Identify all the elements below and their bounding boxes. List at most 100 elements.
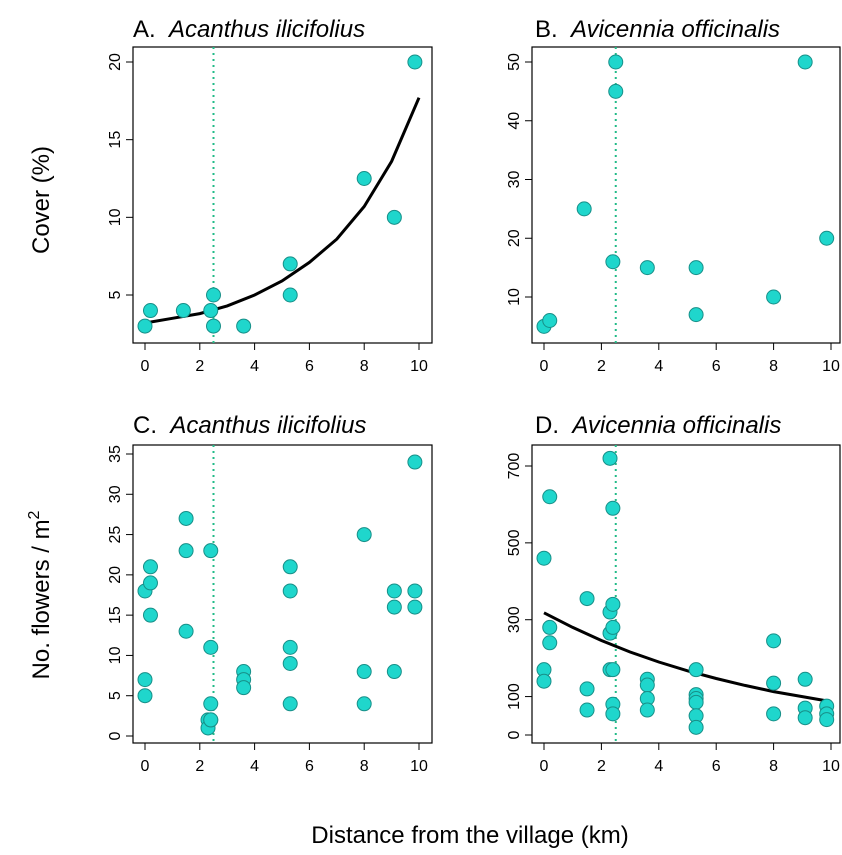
x-tick-label: 8: [769, 358, 778, 375]
x-tick-label: 2: [195, 758, 204, 775]
y-tick-label: 20: [107, 566, 124, 584]
x-tick-label: 6: [712, 758, 721, 775]
plot-frame: [531, 46, 841, 344]
x-tick-label: 6: [305, 358, 314, 375]
data-point: [236, 318, 252, 334]
data-point: [282, 639, 298, 655]
data-point: [407, 599, 423, 615]
data-point: [203, 639, 219, 655]
data-point: [356, 664, 372, 680]
data-point: [386, 599, 402, 615]
data-point: [178, 510, 194, 526]
data-point: [542, 313, 558, 328]
x-tick-label: 10: [410, 358, 428, 375]
data-point: [137, 318, 153, 334]
data-point: [137, 672, 153, 688]
data-point: [178, 543, 194, 559]
data-point: [356, 171, 372, 186]
data-point: [542, 489, 558, 505]
data-point: [137, 688, 153, 704]
y-tick-label: 0: [506, 730, 523, 739]
data-point: [797, 54, 813, 70]
data-point: [766, 675, 782, 691]
data-point: [142, 303, 158, 319]
data-point: [356, 696, 372, 712]
data-point: [819, 712, 835, 728]
y-tick-label: 20: [506, 229, 523, 247]
panel-b: B. Avicennia officinalis 0 2 4 6 8 10 10 20 30 40 5…: [506, 16, 841, 375]
data-point: [386, 664, 402, 680]
data-point: [766, 633, 782, 649]
y-tick-label: 20: [107, 53, 124, 71]
data-point: [639, 702, 655, 718]
data-point: [688, 307, 704, 323]
y-axis-title-flowers: No. flowers / m2: [26, 510, 55, 679]
data-point: [605, 596, 621, 612]
data-point: [688, 662, 704, 678]
data-point: [203, 303, 219, 319]
data-point: [282, 256, 298, 272]
x-tick-label: 0: [141, 358, 150, 375]
data-point: [639, 260, 655, 276]
x-tick-label: 4: [250, 758, 259, 775]
data-point: [236, 680, 252, 696]
data-point: [608, 83, 624, 99]
y-tick-label: 5: [107, 691, 124, 700]
y-tick-label: 5: [107, 290, 124, 299]
data-point: [639, 677, 655, 693]
data-point: [688, 694, 704, 710]
data-point: [608, 54, 624, 70]
x-tick-label: 10: [410, 758, 428, 775]
x-tick-label: 2: [597, 358, 606, 375]
plot-frame: [531, 444, 841, 744]
x-tick-label: 4: [654, 358, 663, 375]
data-point: [579, 681, 595, 697]
data-point: [602, 450, 618, 466]
x-tick-label: 10: [822, 758, 840, 775]
data-point: [536, 673, 552, 689]
data-point: [356, 527, 372, 543]
data-point: [579, 702, 595, 718]
data-point: [766, 706, 782, 722]
panel-title: C. Acanthus ilicifolius: [133, 412, 366, 439]
plot-frame: [132, 46, 433, 344]
y-tick-label: 50: [506, 53, 523, 71]
panel-letter: D.: [535, 412, 572, 439]
y-tick-label: 500: [506, 529, 523, 556]
species-name: Acanthus ilicifolius: [167, 16, 365, 43]
data-point: [203, 696, 219, 712]
species-name: Avicennia officinalis: [570, 412, 781, 439]
data-point: [797, 710, 813, 726]
data-point: [142, 559, 158, 575]
data-point: [206, 318, 221, 334]
data-point: [536, 550, 552, 566]
x-tick-label: 4: [654, 758, 663, 775]
data-point: [605, 662, 621, 678]
species-name: Avicennia officinalis: [569, 16, 780, 43]
data-point: [605, 706, 621, 722]
data-point: [605, 254, 621, 270]
y-tick-label: 40: [506, 112, 523, 130]
data-point: [142, 607, 158, 623]
y-tick-label: 10: [506, 288, 523, 306]
x-tick-label: 2: [597, 758, 606, 775]
data-point: [407, 583, 423, 599]
data-point: [206, 287, 221, 303]
y-tick-label: 35: [107, 445, 124, 463]
data-point: [605, 500, 621, 516]
x-tick-label: 4: [250, 358, 259, 375]
x-tick-label: 10: [822, 358, 840, 375]
data-point: [203, 712, 219, 728]
data-point: [688, 260, 704, 276]
data-point: [407, 54, 423, 70]
data-point: [542, 635, 558, 651]
x-tick-label: 0: [141, 758, 150, 775]
x-tick-label: 0: [540, 358, 549, 375]
y-axis-title-flowers-sup: 2: [26, 510, 43, 519]
panel-c: C. Acanthus ilicifolius 0 2 4 6 8 10 0 5 10 15 20 25…: [107, 412, 433, 775]
x-tick-label: 0: [540, 758, 549, 775]
data-point: [142, 575, 158, 591]
fit-line: [144, 97, 421, 325]
